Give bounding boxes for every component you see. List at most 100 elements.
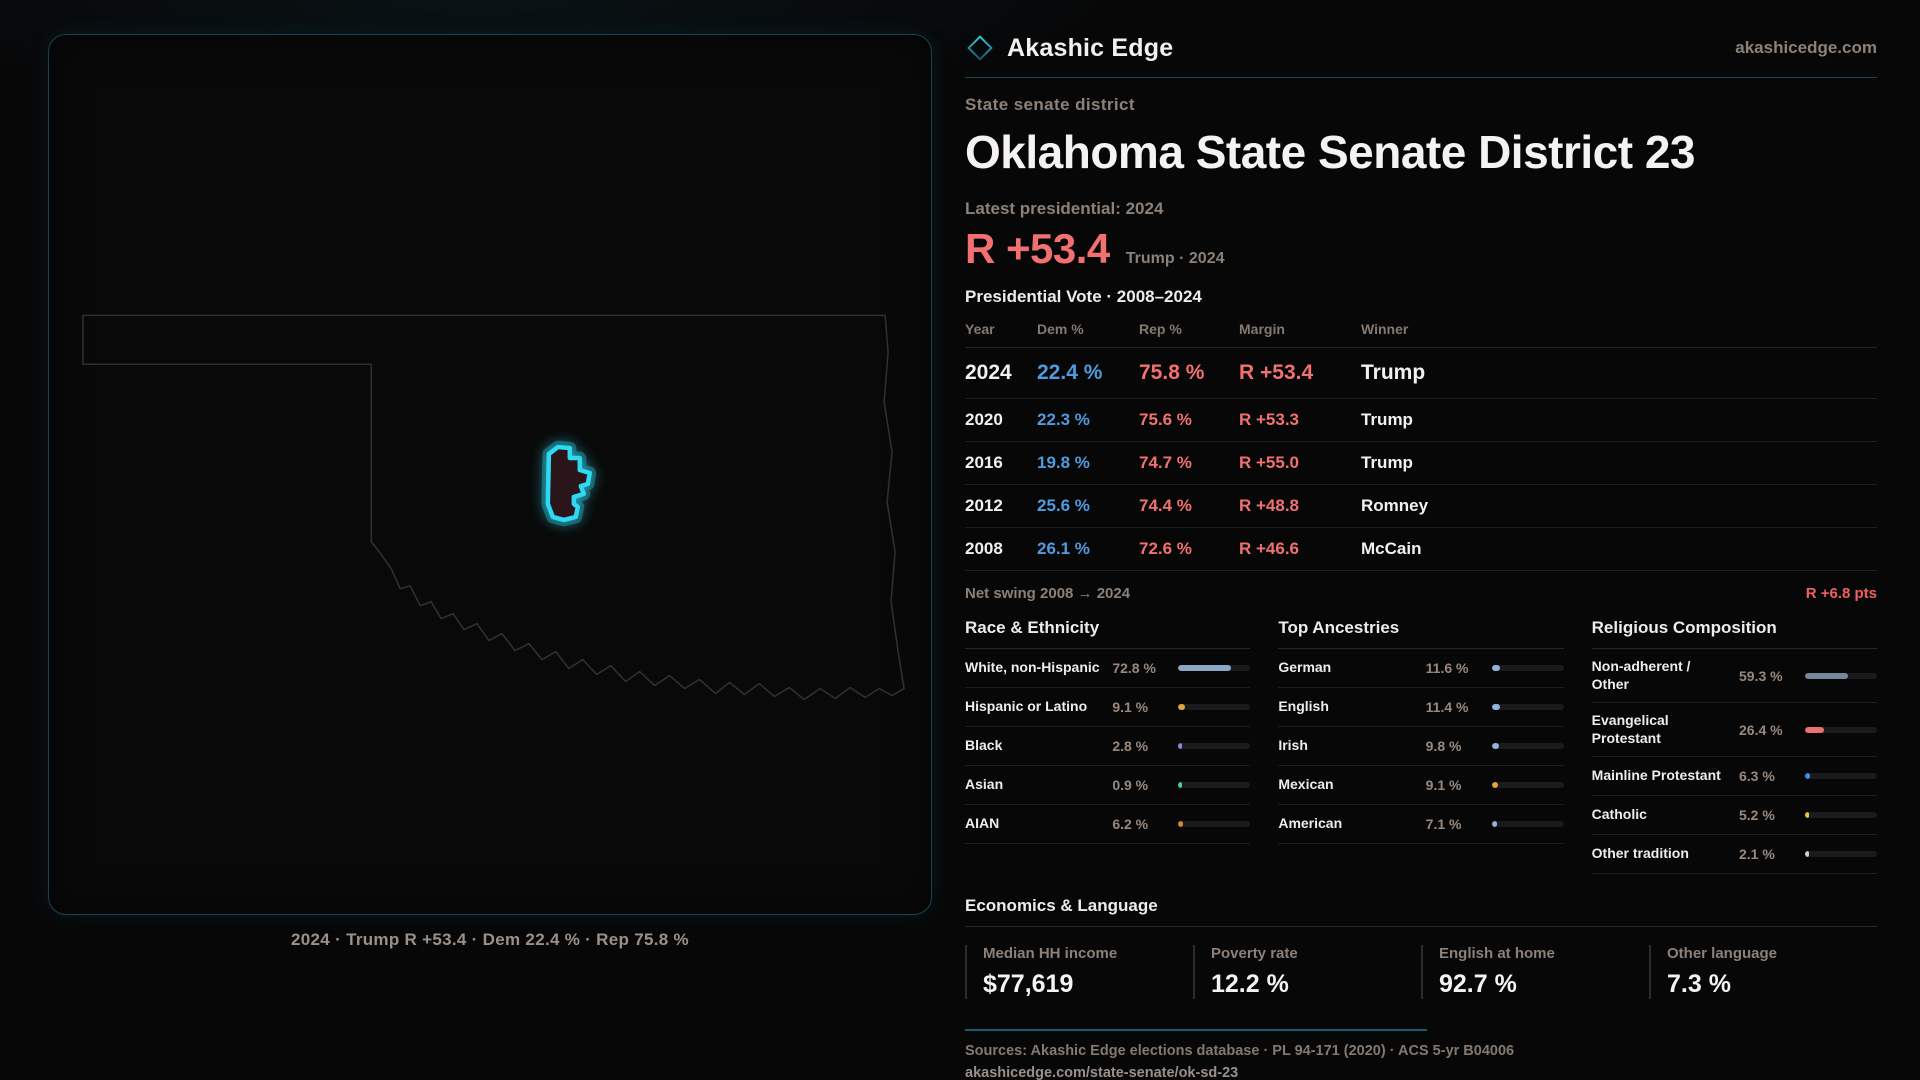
demo-row: American 7.1 % xyxy=(1278,805,1564,844)
col-margin: Margin xyxy=(1239,321,1285,337)
demo-value: 6.2 % xyxy=(1112,816,1149,832)
presidential-vote-table: Year Dem % Rep % Margin Winner 2024 22.4… xyxy=(965,321,1877,571)
demo-value: 9.8 % xyxy=(1425,738,1462,754)
demo-label: Irish xyxy=(1278,737,1308,754)
bar-track xyxy=(1805,851,1877,857)
col-rep: Rep % xyxy=(1139,321,1182,337)
demo-label: Evangelical Protestant xyxy=(1591,712,1669,746)
section-title: Religious Composition xyxy=(1591,618,1877,649)
stat-card: English at home 92.7 % xyxy=(1421,945,1649,999)
ancestries-section: Top Ancestries German 11.6 % English 11.… xyxy=(1278,618,1564,874)
cell-winner: McCain xyxy=(1361,539,1422,558)
stat-label: Poverty rate xyxy=(1211,945,1298,962)
table-row: 2020 22.3 % 75.6 % R +53.3 Trump xyxy=(965,399,1877,442)
religion-section: Religious Composition Non-adherent / Oth… xyxy=(1591,618,1877,874)
economics-title: Economics & Language xyxy=(965,896,1877,927)
footer: Sources: Akashic Edge elections database… xyxy=(965,1029,1877,1080)
cell-rep: 74.7 % xyxy=(1139,453,1192,472)
state-map-panel xyxy=(48,34,932,915)
bar-fill xyxy=(1805,851,1809,857)
demo-value: 11.6 % xyxy=(1425,660,1469,676)
demo-row: Catholic 5.2 % xyxy=(1591,796,1877,835)
stat-value: 12.2 % xyxy=(1211,970,1289,998)
col-year: Year xyxy=(965,321,995,337)
section-title: Race & Ethnicity xyxy=(965,618,1251,649)
pres-table-title: Presidential Vote · 2008–2024 xyxy=(965,287,1202,306)
bar-track xyxy=(1491,782,1564,788)
footer-sources: Sources: Akashic Edge elections database… xyxy=(965,1043,1515,1059)
footer-divider xyxy=(965,1029,1427,1031)
bar-track xyxy=(1491,665,1564,671)
demo-value: 6.3 % xyxy=(1739,768,1775,784)
bar-fill xyxy=(1805,726,1824,733)
bar-fill xyxy=(1491,704,1500,710)
demographics-grid: Race & Ethnicity White, non-Hispanic 72.… xyxy=(965,618,1877,874)
cell-winner: Trump xyxy=(1361,453,1413,472)
demo-value: 2.1 % xyxy=(1739,846,1775,862)
demo-row: Mainline Protestant 6.3 % xyxy=(1591,757,1877,796)
cell-margin: R +55.0 xyxy=(1239,453,1300,472)
stat-card: Poverty rate 12.2 % xyxy=(1193,945,1421,999)
oklahoma-outline xyxy=(82,314,905,701)
col-dem: Dem % xyxy=(1037,321,1084,337)
net-swing-row: Net swing 2008 → 2024 R +6.8 pts xyxy=(965,585,1877,602)
demo-value: 59.3 % xyxy=(1739,667,1783,684)
demo-row: AIAN 6.2 % xyxy=(965,805,1251,844)
demo-row: Hispanic or Latino 9.1 % xyxy=(965,688,1251,727)
bar-fill xyxy=(1491,782,1499,788)
bar-fill xyxy=(1805,773,1810,779)
demo-value: 0.9 % xyxy=(1112,777,1149,793)
bar-fill xyxy=(1178,704,1185,710)
district-shape[interactable] xyxy=(545,444,593,523)
cell-rep: 72.6 % xyxy=(1139,539,1192,558)
footer-url-link[interactable]: akashicedge.com/state-senate/ok-sd-23 xyxy=(965,1065,1239,1080)
brand-domain-link[interactable]: akashicedge.com xyxy=(1735,38,1877,57)
cell-year: 2024 xyxy=(965,361,1012,384)
demo-value: 2.8 % xyxy=(1112,738,1149,754)
cell-dem: 22.4 % xyxy=(1037,361,1103,384)
demo-label: Other tradition xyxy=(1591,845,1689,862)
table-row: 2012 25.6 % 74.4 % R +48.8 Romney xyxy=(965,485,1877,528)
demo-label: Mexican xyxy=(1278,776,1334,793)
demo-value: 9.1 % xyxy=(1112,699,1149,715)
stat-label: Other language xyxy=(1667,945,1778,962)
demo-value: 9.1 % xyxy=(1425,777,1462,793)
stat-card: Other language 7.3 % xyxy=(1649,945,1877,999)
latest-presidential-label: Latest presidential: 2024 xyxy=(965,199,1164,218)
bar-track xyxy=(1178,665,1251,671)
demo-row: White, non-Hispanic 72.8 % xyxy=(965,649,1251,688)
economics-grid: Median HH income $77,619 Poverty rate 12… xyxy=(965,945,1877,999)
cell-year: 2012 xyxy=(965,496,1003,515)
cell-dem: 22.3 % xyxy=(1037,410,1090,429)
cell-margin: R +53.4 xyxy=(1239,361,1314,384)
demo-row: Black 2.8 % xyxy=(965,727,1251,766)
demo-value: 7.1 % xyxy=(1425,816,1462,832)
demo-row: English 11.4 % xyxy=(1278,688,1564,727)
cell-dem: 25.6 % xyxy=(1037,496,1090,515)
demo-label: English xyxy=(1278,698,1329,715)
bar-fill xyxy=(1805,812,1809,818)
demo-row: Irish 9.8 % xyxy=(1278,727,1564,766)
demo-row: Asian 0.9 % xyxy=(965,766,1251,805)
table-header-row: Year Dem % Rep % Margin Winner xyxy=(965,321,1877,348)
cell-rep: 74.4 % xyxy=(1139,496,1192,515)
demo-label: Hispanic or Latino xyxy=(965,698,1088,715)
oklahoma-map xyxy=(82,314,905,701)
stat-label: English at home xyxy=(1439,945,1555,962)
demo-row: Mexican 9.1 % xyxy=(1278,766,1564,805)
cell-year: 2020 xyxy=(965,410,1003,429)
demo-label: American xyxy=(1278,815,1343,832)
bar-track xyxy=(1805,672,1877,679)
cell-dem: 26.1 % xyxy=(1037,539,1090,558)
headline-margin: R +53.4 Trump · 2024 xyxy=(965,225,1877,273)
bar-fill xyxy=(1491,743,1499,749)
bar-fill xyxy=(1491,665,1500,671)
demo-row: Non-adherent / Other 59.3 % xyxy=(1591,649,1877,703)
bar-fill xyxy=(1178,665,1231,671)
demo-label: Mainline Protestant xyxy=(1591,767,1721,784)
cell-winner: Trump xyxy=(1361,410,1413,429)
bar-track xyxy=(1178,743,1251,749)
map-caption: 2024 · Trump R +53.4 · Dem 22.4 % · Rep … xyxy=(291,930,689,949)
page-title: Oklahoma State Senate District 23 xyxy=(965,126,1696,178)
bar-fill xyxy=(1805,672,1848,679)
